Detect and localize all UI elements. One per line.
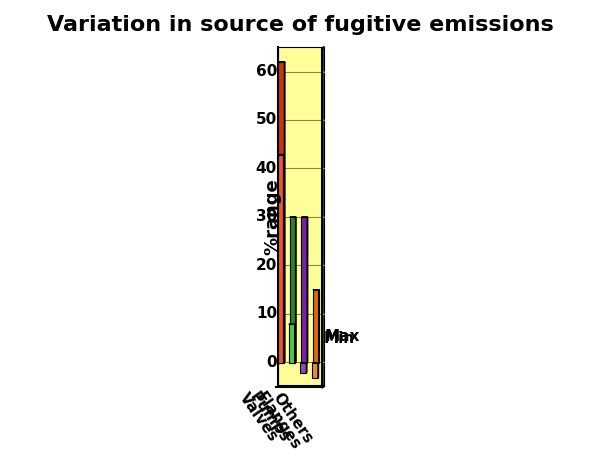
Text: 40: 40 [256, 161, 277, 176]
Text: Max: Max [324, 329, 359, 344]
Polygon shape [313, 290, 319, 363]
Text: 10: 10 [256, 306, 277, 322]
Polygon shape [306, 363, 307, 373]
Text: 20: 20 [256, 258, 277, 273]
Text: Flanges: Flanges [253, 390, 304, 453]
Polygon shape [307, 217, 308, 363]
Polygon shape [283, 154, 284, 363]
Text: 0: 0 [266, 355, 277, 370]
Polygon shape [322, 47, 324, 388]
Text: Others: Others [269, 390, 315, 446]
Text: 60: 60 [256, 64, 277, 79]
Polygon shape [301, 217, 307, 363]
Polygon shape [284, 62, 285, 363]
Text: 50: 50 [256, 112, 277, 127]
Polygon shape [312, 363, 318, 378]
Polygon shape [295, 217, 296, 363]
Polygon shape [278, 62, 284, 363]
Text: 30: 30 [256, 209, 277, 224]
Text: Min: Min [323, 331, 355, 346]
Polygon shape [276, 387, 324, 388]
Text: %range: %range [263, 178, 281, 255]
Polygon shape [278, 47, 324, 387]
Polygon shape [290, 217, 295, 363]
Polygon shape [278, 155, 283, 363]
Polygon shape [289, 324, 295, 363]
Text: Valves: Valves [236, 390, 281, 444]
Title: Variation in source of fugitive emissions: Variation in source of fugitive emission… [47, 15, 553, 35]
Polygon shape [318, 363, 319, 378]
Polygon shape [301, 363, 306, 373]
Text: Pumps: Pumps [246, 390, 292, 446]
